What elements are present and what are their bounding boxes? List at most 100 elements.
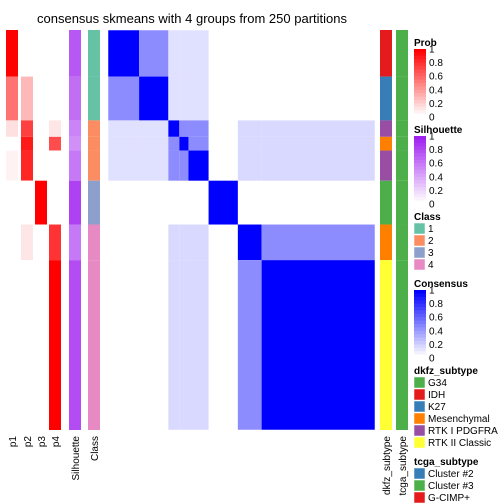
legend-gradient-step: [414, 324, 426, 328]
prob-cell: [6, 76, 18, 121]
tcga-subtype-cell: [396, 260, 408, 430]
legend-swatch: [413, 258, 426, 271]
legend-gradient-step: [414, 296, 426, 301]
legend-swatch: [413, 400, 426, 413]
silhouette-cell: [69, 150, 81, 181]
legend-gradient-step: [414, 110, 426, 115]
consensus-cell: [179, 150, 189, 181]
legend-swatch: [413, 246, 426, 259]
silhouette-cell: [69, 30, 81, 77]
prob-cell: [21, 224, 33, 261]
class-cell: [88, 76, 100, 121]
legend-gradient-step: [414, 317, 426, 322]
legend-gradient-step: [414, 344, 426, 349]
prob-cell: [49, 260, 61, 430]
consensus-cell: [139, 136, 169, 151]
legend-tick-label: 1: [429, 286, 435, 297]
prob-cell: [49, 30, 61, 77]
dkfz-subtype-cell: [380, 150, 392, 181]
legend-gradient-step: [414, 100, 426, 104]
prob-cell: [21, 260, 33, 430]
prob-cell: [49, 224, 61, 261]
legend-title: Consensus: [414, 279, 468, 290]
consensus-cell: [108, 136, 140, 151]
prob-cell: [35, 120, 47, 137]
legend-swatch: [413, 388, 426, 401]
prob-cell: [6, 224, 18, 261]
legend-swatch: [413, 234, 426, 247]
prob-cell: [35, 260, 47, 430]
consensus-cell: [168, 30, 180, 77]
legend-gradient-step: [414, 149, 426, 154]
column-label: p4: [51, 436, 62, 448]
column-label: Silhouette: [71, 436, 82, 481]
class-cell: [88, 224, 100, 261]
legend-item-label: G-CIMP+: [428, 493, 470, 504]
consensus-cell: [237, 136, 262, 151]
column-label: p1: [8, 436, 19, 448]
consensus-cell: [188, 150, 209, 181]
consensus-cell: [261, 260, 375, 430]
consensus-cell: [179, 120, 189, 137]
legend-gradient-step: [414, 72, 426, 77]
legend-tick-label: 0: [429, 113, 435, 124]
legend-tick-label: 0: [429, 200, 435, 211]
tcga-subtype-cell: [396, 76, 408, 121]
consensus-cell: [208, 180, 238, 225]
legend-gradient-step: [414, 341, 426, 345]
consensus-cell: [179, 260, 189, 430]
consensus-cell: [237, 224, 262, 261]
prob-cell: [6, 120, 18, 137]
prob-cell: [49, 136, 61, 151]
legend-title: dkfz_subtype: [414, 366, 478, 377]
legend-tick-label: 0.6: [429, 313, 443, 324]
prob-cell: [21, 76, 33, 121]
legend-swatch: [413, 436, 426, 449]
consensus-cell: [139, 120, 169, 137]
legend-gradient-step: [414, 190, 426, 195]
legend-tick-label: 0.8: [429, 145, 443, 156]
tcga-subtype-cell: [396, 136, 408, 151]
consensus-cell: [168, 150, 180, 181]
legend-gradient-step: [414, 156, 426, 161]
legend-gradient-step: [414, 76, 426, 81]
consensus-cell: [168, 224, 180, 261]
column-label: dkfz_subtype: [382, 436, 393, 495]
legend-tick-label: 0.6: [429, 72, 443, 83]
right-annotations: [380, 30, 408, 430]
consensus-cell: [237, 260, 262, 430]
consensus-cell: [237, 120, 262, 137]
silhouette-cell: [69, 180, 81, 225]
legend-item-label: 3: [428, 248, 434, 259]
matrix-border: [107, 29, 376, 431]
silhouette-cell: [69, 120, 81, 137]
legend-gradient-step: [414, 93, 426, 98]
legend-gradient-step: [414, 183, 426, 188]
legend-gradient-step: [414, 52, 426, 57]
legend-gradient-step: [414, 146, 426, 151]
legend-tick-label: 1: [429, 132, 435, 143]
consensus-cell: [139, 30, 169, 77]
consensus-cell: [168, 120, 180, 137]
legend-gradient-step: [414, 139, 426, 144]
consensus-cell: [188, 120, 209, 137]
class-cell: [88, 260, 100, 430]
consensus-cell: [261, 120, 375, 137]
legend-gradient-step: [414, 103, 426, 108]
consensus-cell: [108, 76, 140, 121]
legend-gradient-step: [414, 193, 426, 198]
column-labels: p1 p2 p3 p4 Silhouette Class dkfz_subtype tcga_…: [8, 436, 409, 496]
tcga-subtype-cell: [396, 30, 408, 77]
prob-cell: [6, 150, 18, 181]
column-label: p3: [37, 436, 48, 448]
legend-swatch: [413, 491, 426, 504]
legend-gradient-step: [414, 86, 426, 91]
legend-item-label: K27: [428, 402, 446, 413]
prob-cell: [21, 120, 33, 137]
silhouette-cell: [69, 136, 81, 151]
legend-item-label: 4: [428, 260, 434, 271]
consensus-cell: [179, 76, 189, 121]
tcga-subtype-cell: [396, 224, 408, 261]
legend-tick-label: 0.2: [429, 340, 443, 351]
legend-item-label: Cluster #2: [428, 469, 474, 480]
